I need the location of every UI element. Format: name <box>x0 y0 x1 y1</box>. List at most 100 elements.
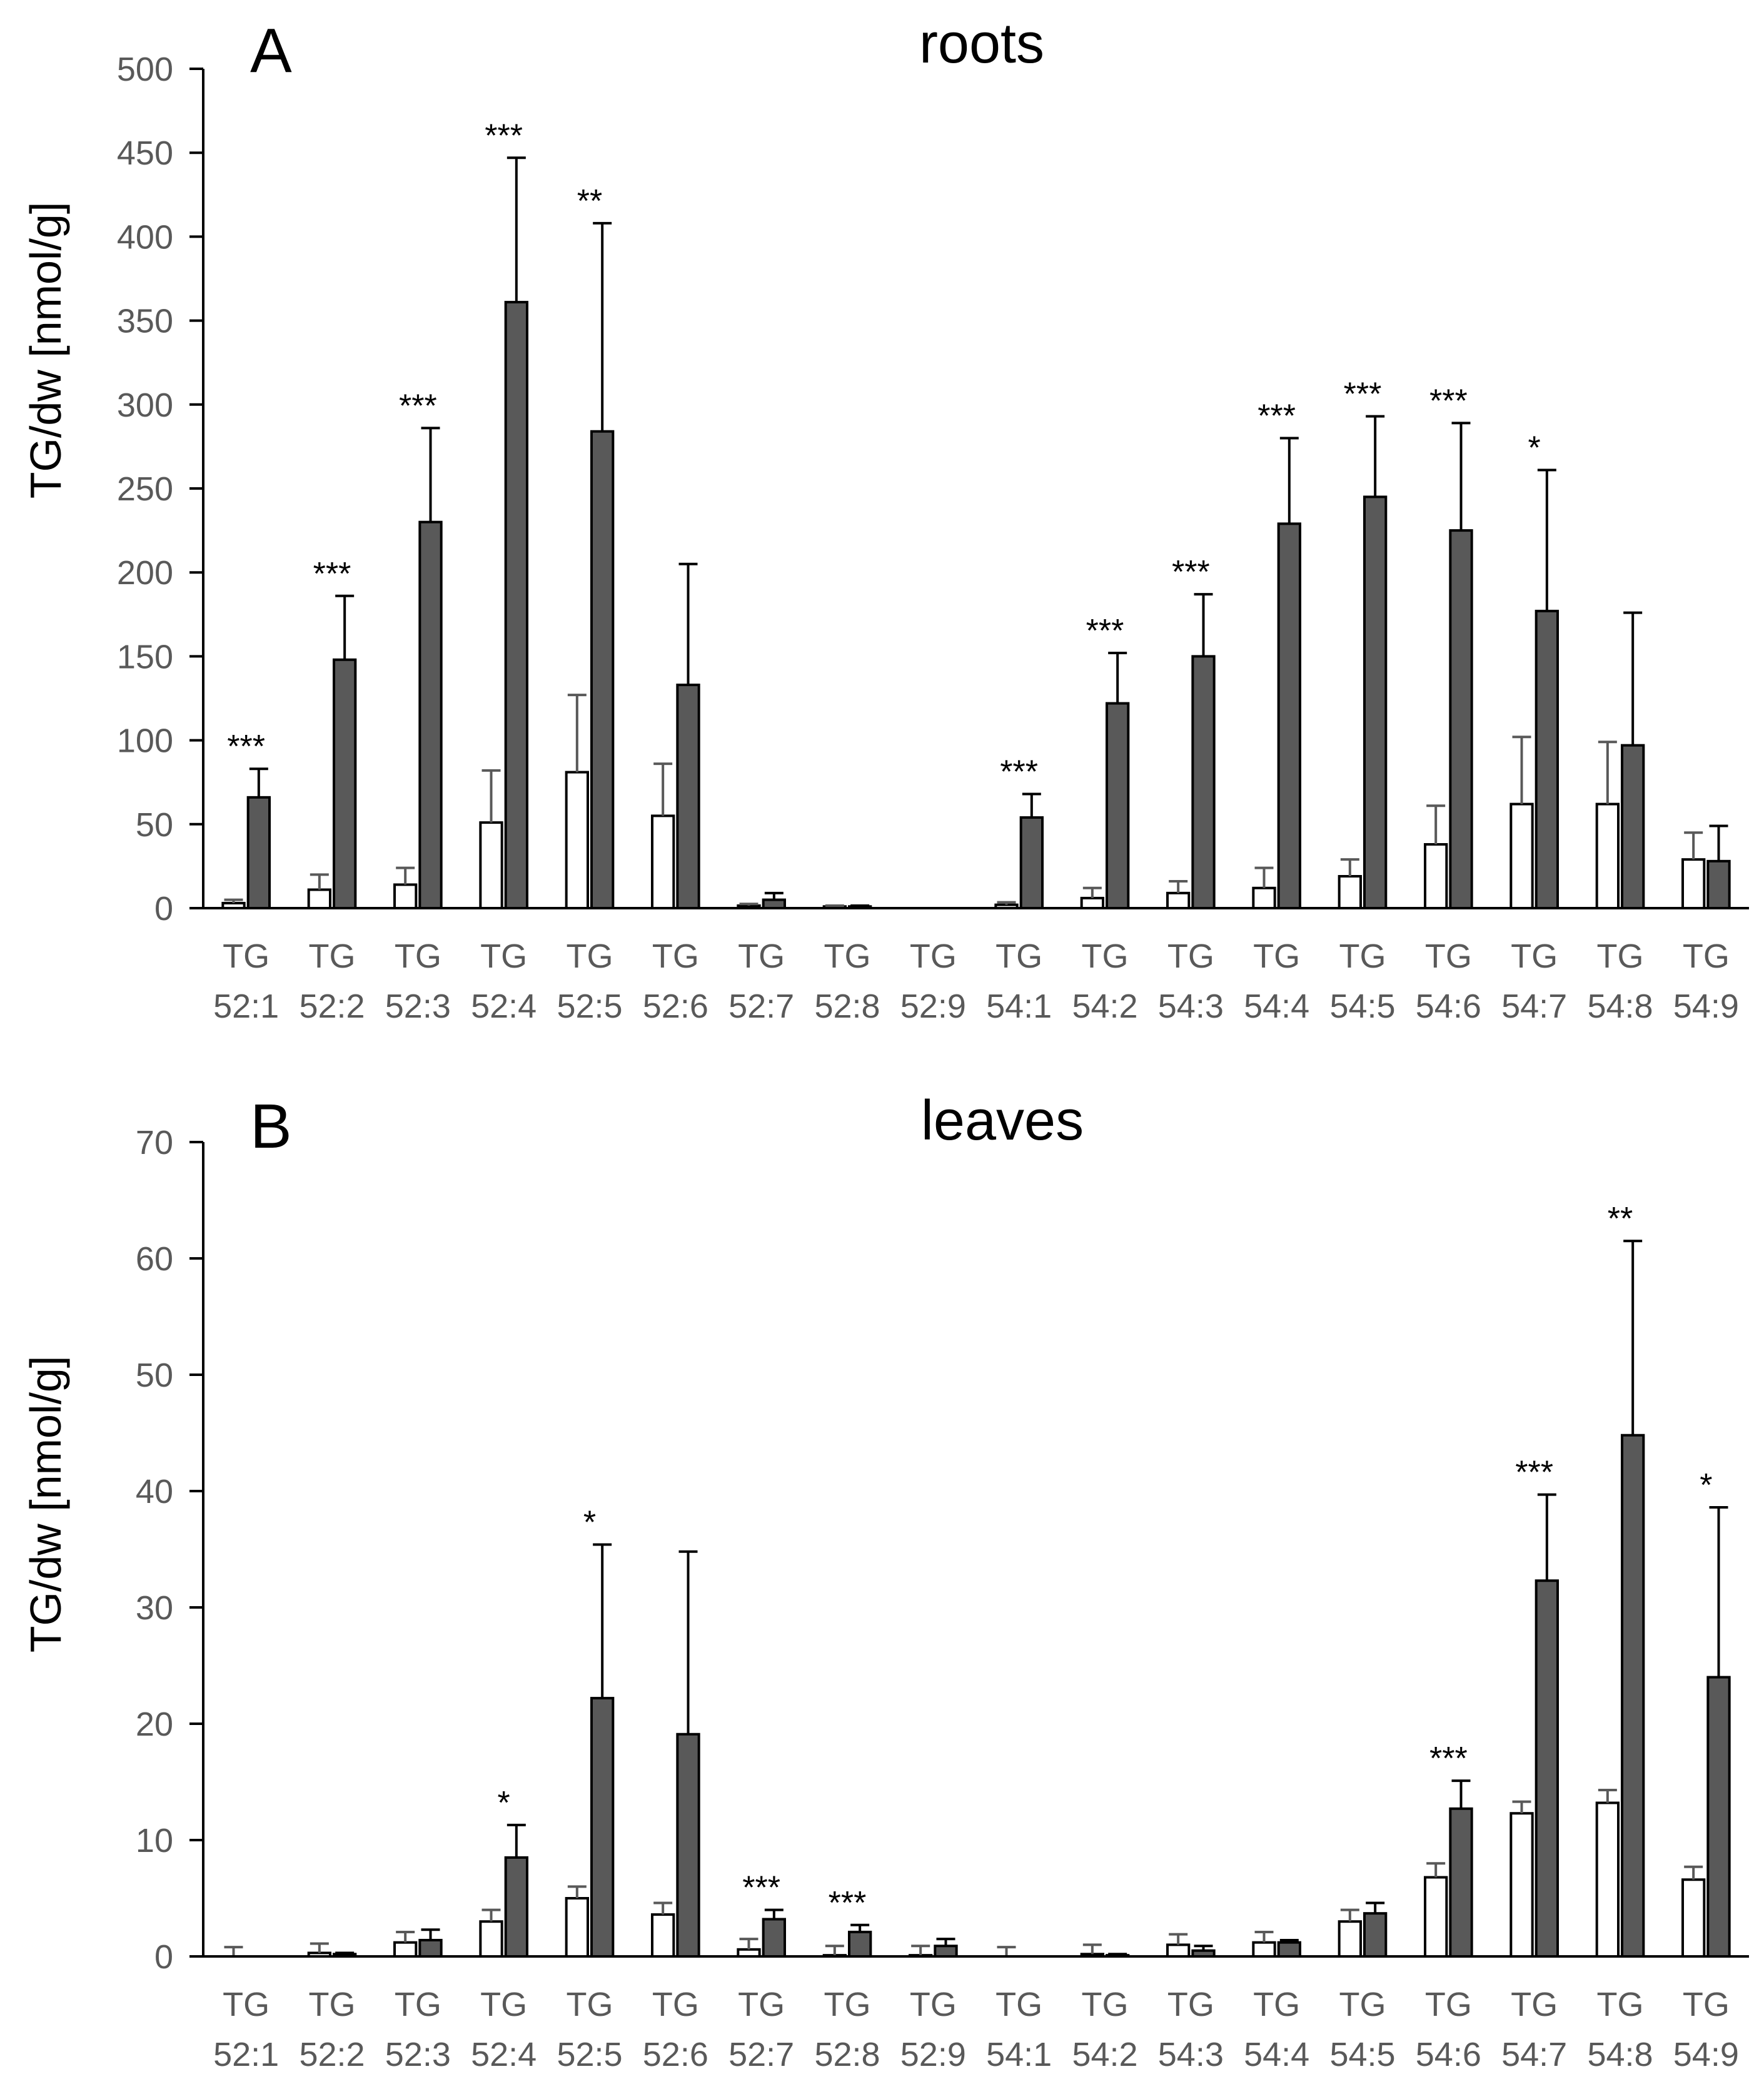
panel-a-category-label: 52:1 <box>213 988 279 1025</box>
panel-b-y-tick-label: 30 <box>136 1589 173 1627</box>
panel-b-category-label: TG <box>1425 1986 1472 2023</box>
panel-b-category-label: 54:1 <box>986 2036 1052 2073</box>
panel-a-bar-filled <box>1191 655 1216 910</box>
panel-a-category-label: TG <box>1253 938 1300 975</box>
panel-b-category-label: 52:6 <box>643 2036 708 2073</box>
panel-b-category-label: TG <box>1597 1986 1644 2023</box>
panel-a-category-label: 54:6 <box>1416 988 1481 1025</box>
panel-b-y-tick-label: 40 <box>136 1473 173 1510</box>
panel-a-bar-open <box>1338 875 1363 910</box>
panel-b-category-label: 52:2 <box>299 2036 365 2073</box>
panel-a-category-label: TG <box>652 938 699 975</box>
panel-a-category-label: 52:5 <box>557 988 622 1025</box>
panel-b-category-label: TG <box>309 1986 356 2023</box>
panel-a-bar-filled <box>1106 702 1130 909</box>
panel-a-y-tick-label: 500 <box>117 51 173 88</box>
panel-b-bar-filled <box>504 1856 529 1958</box>
panel-a-y-tick-label: 400 <box>117 218 173 256</box>
panel-b-category-label: TG <box>1167 1986 1214 2023</box>
panel-b-plot-area: 0 10 20 30 40 50 60 70 TG 52:1 TG 52:2 TG 52:3 * TG 52:4… <box>136 1124 1749 2073</box>
panel-a-bar-open <box>1252 886 1276 909</box>
panel-b-bar-filled <box>590 1697 615 1958</box>
panel-a-category-label: 52:8 <box>814 988 880 1025</box>
panel-a-bar-open <box>307 888 331 909</box>
panel-a-category-label: TG <box>1511 938 1558 975</box>
panel-b-significance-label: * <box>498 1785 510 1821</box>
panel-b-bar-filled <box>1277 1941 1301 1958</box>
panel-a-bar-filled <box>1535 609 1560 909</box>
panel-a-category-label: TG <box>1597 938 1644 975</box>
panel-a-category-label: 54:1 <box>986 988 1052 1025</box>
panel-a-significance-label: * <box>1528 430 1541 466</box>
panel-b-y-tick-label: 10 <box>136 1822 173 1859</box>
panel-a-category-label: TG <box>223 938 270 975</box>
panel-b-bar-open <box>1166 1943 1191 1958</box>
panel-b-category-label: TG <box>995 1986 1042 2023</box>
panel-a-category-label: TG <box>1425 938 1472 975</box>
panel-b-category-label: TG <box>223 1986 270 2023</box>
panel-b-category-label: 54:4 <box>1244 2036 1309 2073</box>
panel-b-y-tick-label: 0 <box>154 1938 173 1976</box>
panel-b-category-label: 52:3 <box>385 2036 451 2073</box>
panel-b-category-label: TG <box>1339 1986 1386 2023</box>
panel-a-category-label: 52:3 <box>385 988 451 1025</box>
panel-a-significance-label: *** <box>485 118 523 154</box>
panel-b-significance-label: * <box>1700 1467 1712 1504</box>
panel-b-category-label: 52:7 <box>728 2036 794 2073</box>
panel-b-bar-filled <box>1706 1676 1731 1958</box>
panel-b-category-label: TG <box>652 1986 699 2023</box>
panel-a-category-label: 54:8 <box>1587 988 1653 1025</box>
panel-b-bar-open <box>1424 1876 1448 1958</box>
panel-b-significance-label: * <box>583 1505 596 1541</box>
panel-b-bar-open <box>393 1941 418 1958</box>
panel-b-category-label: TG <box>910 1986 957 2023</box>
panel-a-bar-filled <box>1363 495 1388 909</box>
panel-a-bar-filled <box>504 301 529 909</box>
panel-b-category-label: TG <box>824 1986 871 2023</box>
panel-a-y-axis-title: TG/dw [nmol/g] <box>21 202 70 499</box>
panel-b-leaves: B leaves TG/dw [nmol/g] 0 10 20 30 40 50 60 70 T… <box>21 1090 1749 2073</box>
panel-b-category-label: 52:9 <box>900 2036 966 2073</box>
panel-a-category-label: TG <box>1683 938 1730 975</box>
panel-a-category-label: 52:7 <box>728 988 794 1025</box>
panel-b-y-tick-label: 20 <box>136 1706 173 1743</box>
panel-b-bar-open <box>1509 1812 1534 1958</box>
panel-b-y-tick-label: 50 <box>136 1357 173 1394</box>
panel-b-category-label: TG <box>480 1986 527 2023</box>
panel-b-category-label: TG <box>1511 1986 1558 2023</box>
panel-b-bar-filled <box>1621 1434 1645 1958</box>
panel-a-bar-open <box>1424 843 1448 910</box>
panel-a-bar-filled <box>333 658 357 909</box>
panel-b-bar-filled <box>762 1918 786 1958</box>
panel-b-category-label: TG <box>1683 1986 1730 2023</box>
panel-a-bar-open <box>1595 802 1620 910</box>
panel-b-category-label: 54:3 <box>1158 2036 1224 2073</box>
panel-a-category-label: 52:4 <box>471 988 537 1025</box>
panel-a-bar-filled <box>246 796 271 909</box>
panel-a-category-label: 54:2 <box>1072 988 1137 1025</box>
panel-a-bar-filled <box>590 430 615 909</box>
panel-a-significance-label: *** <box>227 729 265 765</box>
panel-b-bar-open <box>1595 1801 1620 1958</box>
panel-a-y-tick-label: 350 <box>117 303 173 340</box>
panel-b-y-tick-label: 70 <box>136 1124 173 1161</box>
panel-b-category-label: 52:8 <box>814 2036 880 2073</box>
panel-a-bar-open <box>1681 858 1706 909</box>
panel-a-significance-label: *** <box>313 556 351 592</box>
panel-b-significance-label: *** <box>1515 1455 1553 1491</box>
panel-b-bar-filled <box>934 1945 958 1958</box>
panel-a-y-tick-label: 100 <box>117 722 173 760</box>
panel-b-bar-filled <box>848 1930 872 1958</box>
panel-a-category-label: 54:5 <box>1329 988 1395 1025</box>
panel-a-bar-filled <box>1706 859 1731 910</box>
panel-b-bar-open <box>651 1913 675 1958</box>
panel-a-category-label: TG <box>309 938 356 975</box>
panel-a-bar-open <box>1166 891 1191 909</box>
panel-b-y-tick-label: 60 <box>136 1240 173 1278</box>
panel-a-bar-filled <box>762 898 786 909</box>
panel-b-bar-open <box>1338 1920 1363 1958</box>
panel-a-y-tick-label: 150 <box>117 638 173 675</box>
panel-a-bar-open <box>393 883 418 909</box>
